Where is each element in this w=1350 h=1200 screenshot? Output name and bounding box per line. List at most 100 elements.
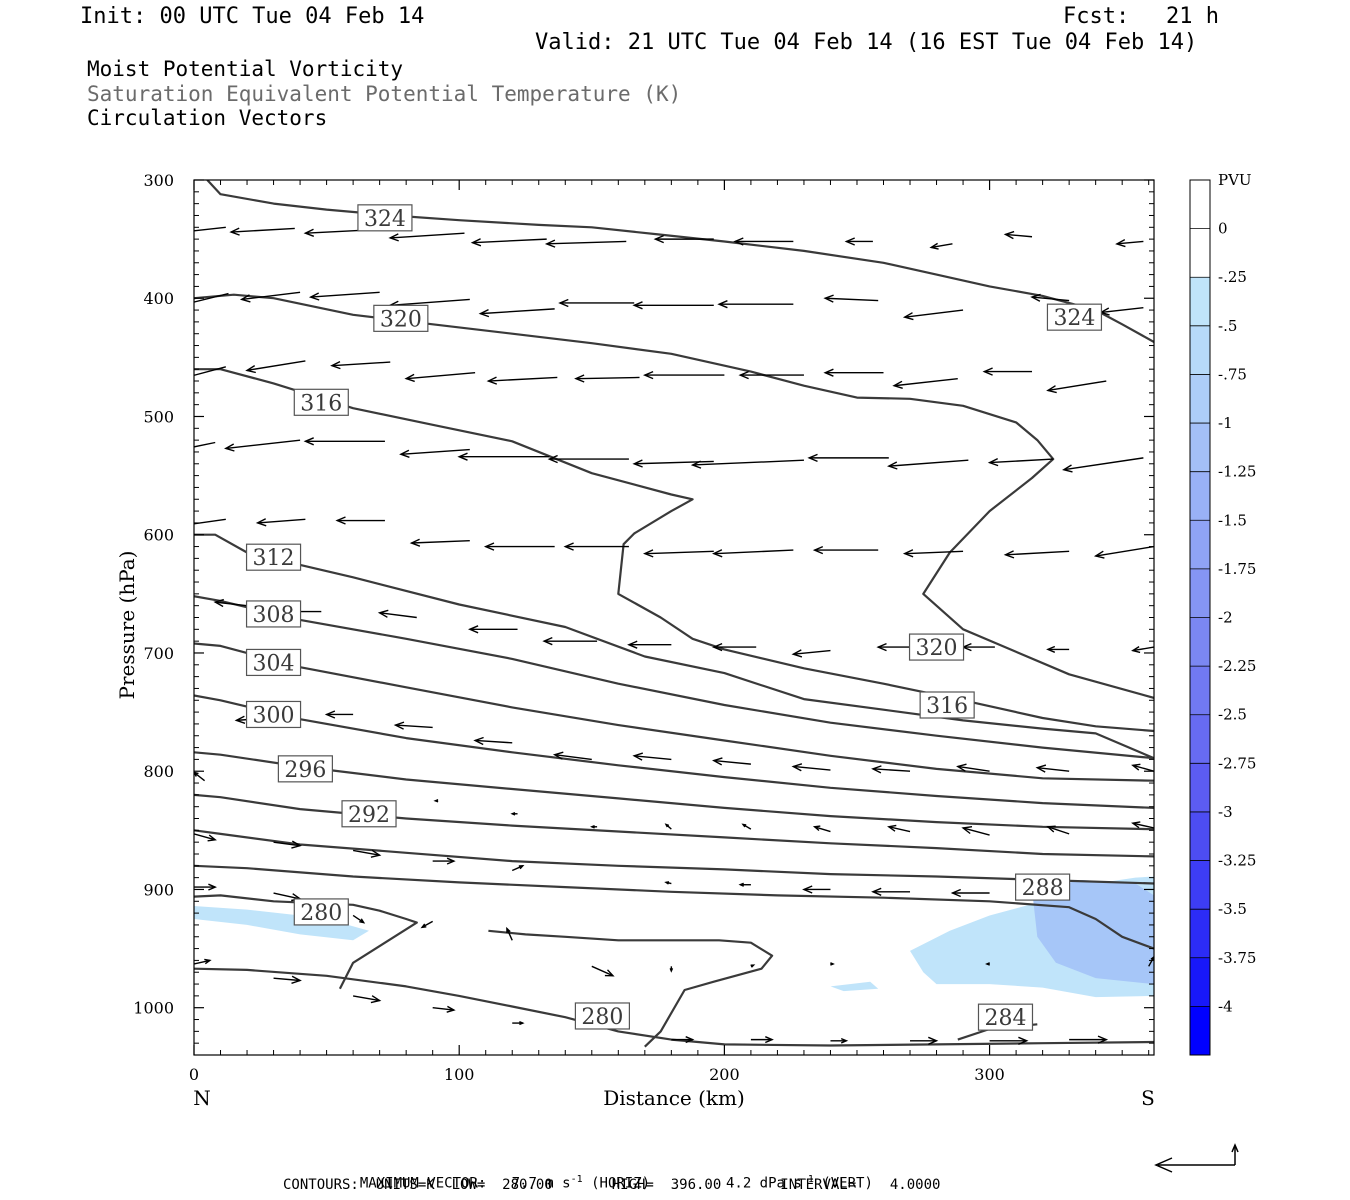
circulation-vector (1046, 380, 1107, 394)
vector-shaft (634, 460, 714, 465)
circulation-vector (377, 609, 417, 619)
vector-head (653, 234, 664, 244)
vector-head (399, 449, 410, 458)
contour-label-box (357, 204, 413, 232)
circulation-vector (273, 975, 302, 984)
vector-head (791, 649, 803, 658)
vector-shaft (273, 841, 301, 847)
vector-shaft (310, 291, 380, 298)
y-tick-label: 900 (143, 880, 174, 899)
vector-shaft (231, 227, 295, 233)
circulation-vector (194, 771, 206, 782)
circulation-vector (420, 920, 434, 929)
vector-head (146, 452, 155, 459)
vector-shaft (888, 459, 969, 467)
contour-label-text: 304 (253, 651, 295, 676)
circulation-vector (335, 516, 385, 525)
vector-head (590, 824, 595, 829)
y-axis-label: Pressure (hPa) (115, 551, 139, 700)
colorbar-label: -1 (1218, 414, 1233, 432)
vector-head (690, 460, 702, 469)
contour-label-text: 320 (380, 307, 422, 332)
contour-label-box (1046, 303, 1103, 331)
vector-head (840, 1037, 849, 1044)
contour-label-320: 320 (373, 304, 429, 332)
vector-head (483, 542, 495, 551)
vector-head (303, 228, 315, 237)
vector-head (234, 715, 246, 724)
vector-shaft (1005, 550, 1070, 556)
vector-head (1003, 230, 1015, 240)
axes-layer: 300 400 500 600 700 800 900 1000 0 100 200 300 (133, 171, 1154, 1084)
vector-head (370, 849, 382, 858)
y-tick-label: 800 (143, 762, 174, 781)
vector-head (393, 721, 405, 730)
vector-shaft (273, 892, 301, 900)
vector-head (486, 376, 498, 385)
vector-head (518, 865, 525, 870)
theta-contour-304 (194, 642, 1154, 782)
theta-contour-316 (194, 368, 1154, 733)
contour-label-box (293, 388, 349, 416)
vector-head (807, 453, 818, 463)
colorbar-label: -2.5 (1218, 706, 1247, 724)
vector-head (961, 826, 973, 835)
vector-head (544, 239, 556, 248)
circulation-vector (791, 763, 831, 772)
contour-label-text: 316 (926, 694, 968, 719)
vector-head (642, 370, 654, 380)
circulation-vector (632, 752, 672, 761)
theta-contour-296 (194, 751, 1154, 831)
circulation-vector (245, 360, 306, 374)
circulation-vector (892, 377, 958, 389)
contour-label-box (341, 800, 397, 828)
circulation-vector (741, 823, 752, 830)
vector-shaft (989, 458, 1054, 464)
field-title-mpv: Moist Potential Vorticity (87, 57, 404, 81)
y-tick-label: 1000 (133, 999, 174, 1018)
colorbar-segment (1190, 374, 1210, 424)
colorbar-label: -3.75 (1218, 949, 1256, 967)
vector-head (552, 751, 564, 760)
vector-head (929, 242, 939, 250)
vector-head (574, 374, 585, 383)
circulation-vector (510, 811, 518, 816)
colorbar-units: PVU (1218, 171, 1252, 189)
theta-contour-292 (194, 793, 1154, 858)
contour-label-text: 292 (348, 803, 390, 828)
circulation-vector (511, 865, 525, 872)
vector-head (823, 294, 834, 303)
colorbar-segment (1190, 909, 1210, 958)
colorbar-segment (1190, 811, 1210, 861)
vector-head (876, 642, 887, 652)
circulation-vector (591, 965, 615, 977)
vert-tag: (VERT) (822, 1175, 873, 1192)
circulation-vector (632, 459, 714, 468)
vector-head (1035, 764, 1047, 773)
circulation-vector (213, 598, 248, 608)
colorbar-segment (1190, 471, 1210, 521)
circulation-vector (194, 366, 227, 377)
vector-shaft (352, 849, 380, 856)
vector-shaft (395, 724, 433, 729)
colorbar-label: -3 (1218, 803, 1233, 821)
vector-head (1003, 550, 1015, 559)
vector-shaft (406, 372, 476, 380)
vector-head (388, 233, 399, 242)
contour-label-316: 316 (919, 691, 975, 719)
colorbar-segment (1190, 860, 1210, 910)
vector-shaft (1132, 822, 1154, 829)
vector-head (377, 609, 389, 618)
vector-head (420, 923, 427, 929)
theta-contour-280 (194, 894, 418, 990)
vector-head (470, 238, 482, 247)
vector-head (987, 457, 999, 467)
contour-label-316: 316 (293, 388, 349, 416)
vector-head (335, 516, 346, 525)
vector-head (685, 1036, 695, 1044)
colorbar-segment (1190, 568, 1210, 618)
vector-shaft (634, 755, 672, 761)
vector-shaft (390, 298, 470, 307)
contour-label-280: 280 (293, 898, 349, 926)
circulation-vector (627, 640, 672, 649)
